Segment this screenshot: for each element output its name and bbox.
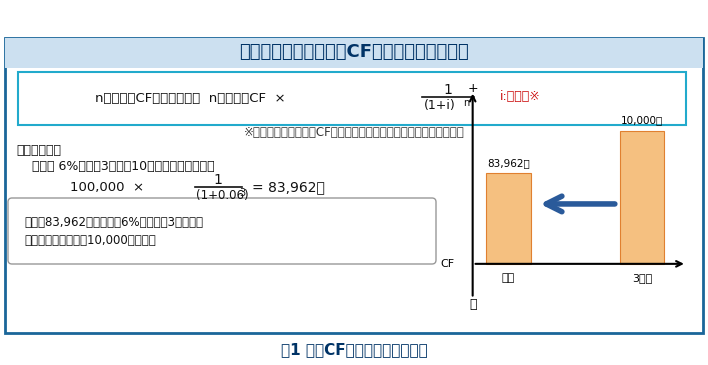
Text: －: － [469, 299, 476, 311]
Text: = 83,962円: = 83,962円 [252, 180, 325, 194]
Text: 3年後: 3年後 [632, 273, 652, 283]
Text: n年後正味CFの現在価値＝  n年後正味CF  ×: n年後正味CFの現在価値＝ n年後正味CF × [95, 92, 285, 104]
FancyBboxPatch shape [5, 38, 703, 333]
Text: i:割引率※: i:割引率※ [500, 91, 541, 104]
Text: +: + [467, 82, 478, 95]
Text: (1+0.06): (1+0.06) [196, 188, 249, 201]
Text: 1: 1 [444, 83, 452, 97]
Text: 将来の回収による正味CFの現在価値を求める: 将来の回収による正味CFの現在価値を求める [239, 43, 469, 61]
Text: （算出事例）: （算出事例） [16, 143, 61, 157]
Text: (1+i): (1+i) [424, 99, 456, 111]
Text: 3: 3 [239, 188, 245, 198]
Text: 83,962円: 83,962円 [487, 158, 530, 168]
Bar [486, 173, 531, 264]
FancyBboxPatch shape [8, 198, 436, 264]
Text: ※割引率とは、将来のCFから現在の価値を求めるときの年利のこと: ※割引率とは、将来のCFから現在の価値を求めるときの年利のこと [244, 127, 464, 139]
FancyBboxPatch shape [18, 72, 686, 125]
Text: 10,000円: 10,000円 [621, 115, 663, 126]
Bar [620, 131, 665, 264]
Text: 割引率 6%の時、3年後の10万円の現在価値は、: 割引率 6%の時、3年後の10万円の現在価値は、 [32, 160, 215, 173]
Text: 図1 正味CFの現在価値と割引率: 図1 正味CFの現在価値と割引率 [280, 342, 428, 357]
Text: すると、元利合計は10,000円となる: すると、元利合計は10,000円となる [24, 234, 156, 246]
Bar [5, 38, 703, 68]
Text: 現在: 現在 [502, 273, 515, 283]
Text: n: n [463, 98, 469, 108]
Text: 逆に、83,962円を利子率6%の複利で3年間運用: 逆に、83,962円を利子率6%の複利で3年間運用 [24, 215, 203, 228]
Text: CF: CF [440, 259, 455, 269]
Text: 1: 1 [214, 173, 222, 187]
Text: 100,000  ×: 100,000 × [70, 181, 144, 193]
